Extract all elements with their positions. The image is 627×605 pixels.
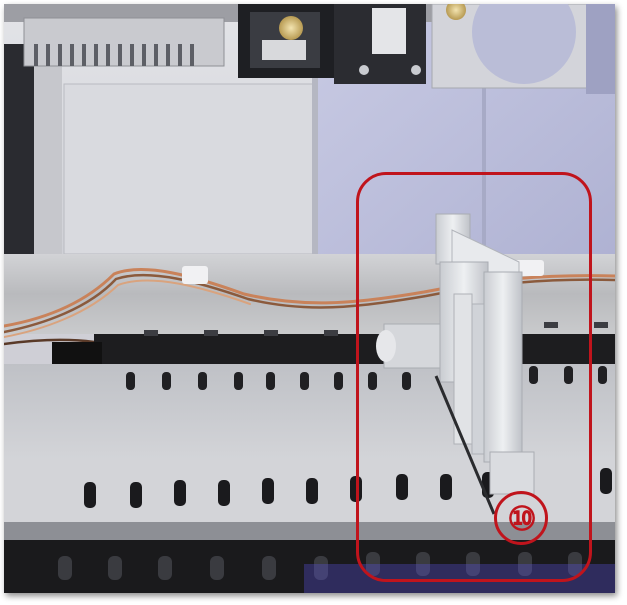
deck-pins-row-1 bbox=[126, 366, 607, 390]
panel-divider bbox=[312, 4, 318, 264]
rail-connector bbox=[52, 342, 102, 366]
cable-clip bbox=[182, 266, 208, 284]
callout-highlight-box bbox=[356, 172, 592, 582]
bracket-assembly bbox=[376, 213, 535, 515]
top-right-bracket bbox=[431, 4, 615, 94]
rail-notches bbox=[144, 322, 608, 336]
heat-sink bbox=[23, 17, 225, 67]
black-rail bbox=[94, 334, 615, 364]
photo-frame: ⑩ bbox=[4, 4, 615, 593]
dark-pillar-left bbox=[4, 44, 34, 259]
callout-number-badge: ⑩ bbox=[494, 491, 548, 545]
callout-number: ⑩ bbox=[507, 499, 537, 537]
panel-divider-2 bbox=[482, 4, 486, 274]
pipette-head bbox=[238, 4, 426, 84]
deck-pins-row-2 bbox=[84, 468, 612, 508]
inner-panel bbox=[63, 83, 315, 255]
front-rail bbox=[4, 540, 615, 593]
front-edge bbox=[4, 522, 615, 540]
frame-post bbox=[34, 44, 62, 259]
